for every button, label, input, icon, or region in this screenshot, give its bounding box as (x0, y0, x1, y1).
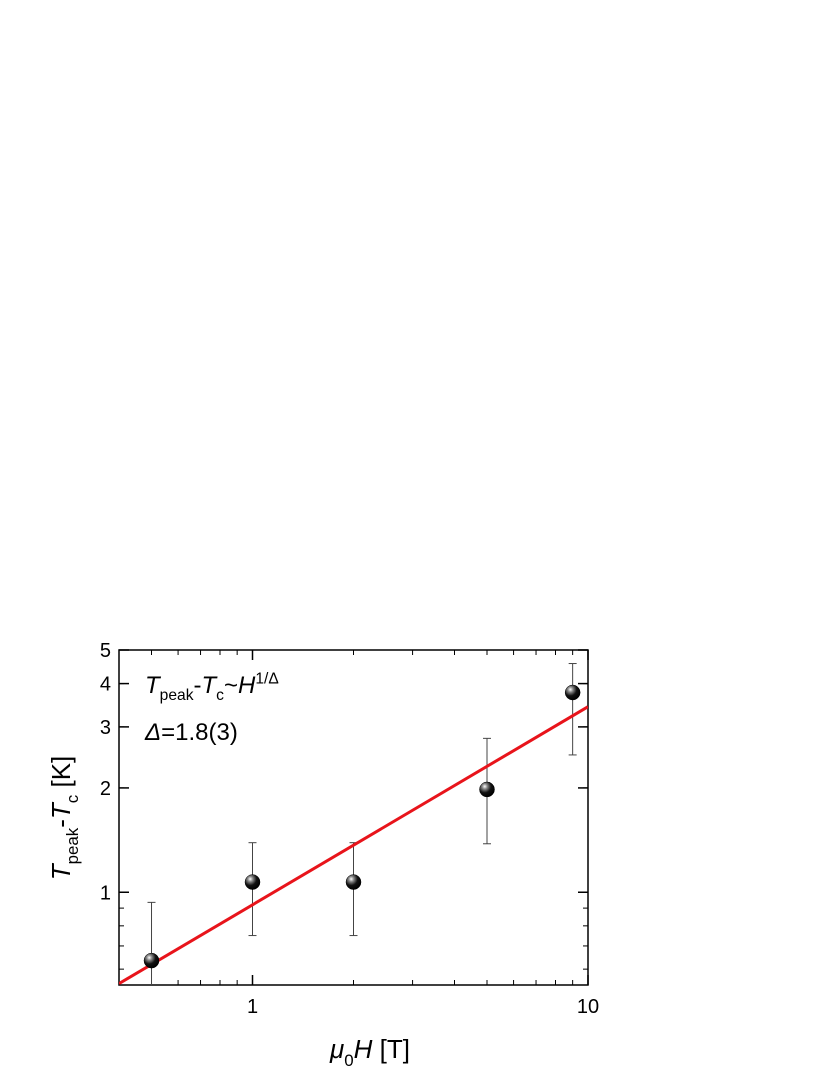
plot-area (119, 663, 588, 985)
text-part: Δ (144, 719, 161, 746)
text-part: =1.8(3) (161, 719, 238, 746)
text-part: peak (63, 827, 82, 864)
text-part: H (238, 672, 256, 699)
text-part: - (46, 819, 76, 828)
x-tick-label: 10 (577, 996, 599, 1018)
data-point (345, 874, 362, 890)
y-tick-label: 2 (100, 778, 111, 800)
text-part: [T] (372, 1034, 410, 1064)
text-part: c (63, 795, 82, 803)
y-tick-label: 5 (100, 640, 111, 662)
annotation: Δ=1.8(3) (144, 719, 238, 746)
text-part: peak (160, 687, 194, 704)
text-part: T (46, 862, 76, 880)
data-point (244, 874, 261, 890)
text-part: - (194, 672, 202, 699)
annotation: Tpeak-Tc~H1/Δ (145, 670, 279, 704)
data-point (143, 952, 160, 969)
x-tick-label: 1 (247, 996, 258, 1018)
text-part: ~ (224, 672, 238, 699)
text-part: [K] (46, 756, 76, 795)
text-part: T (202, 672, 219, 699)
x-axis-label: μ0H [T] (329, 1034, 410, 1070)
text-part: T (46, 801, 76, 819)
fit-line (119, 705, 588, 985)
data-point (564, 684, 581, 701)
y-tick-label: 1 (100, 882, 111, 904)
y-tick-label: 3 (100, 717, 111, 739)
text-part: T (145, 672, 162, 699)
y-axis-label: Tpeak-Tc [K] (46, 756, 82, 881)
y-tick-label: 4 (100, 674, 111, 696)
data-point (479, 781, 495, 798)
text-part: c (216, 687, 224, 704)
text-part: μ (329, 1034, 344, 1064)
text-part: H (354, 1034, 373, 1064)
text-part: 1/Δ (255, 670, 278, 687)
text-part: 0 (344, 1051, 353, 1070)
